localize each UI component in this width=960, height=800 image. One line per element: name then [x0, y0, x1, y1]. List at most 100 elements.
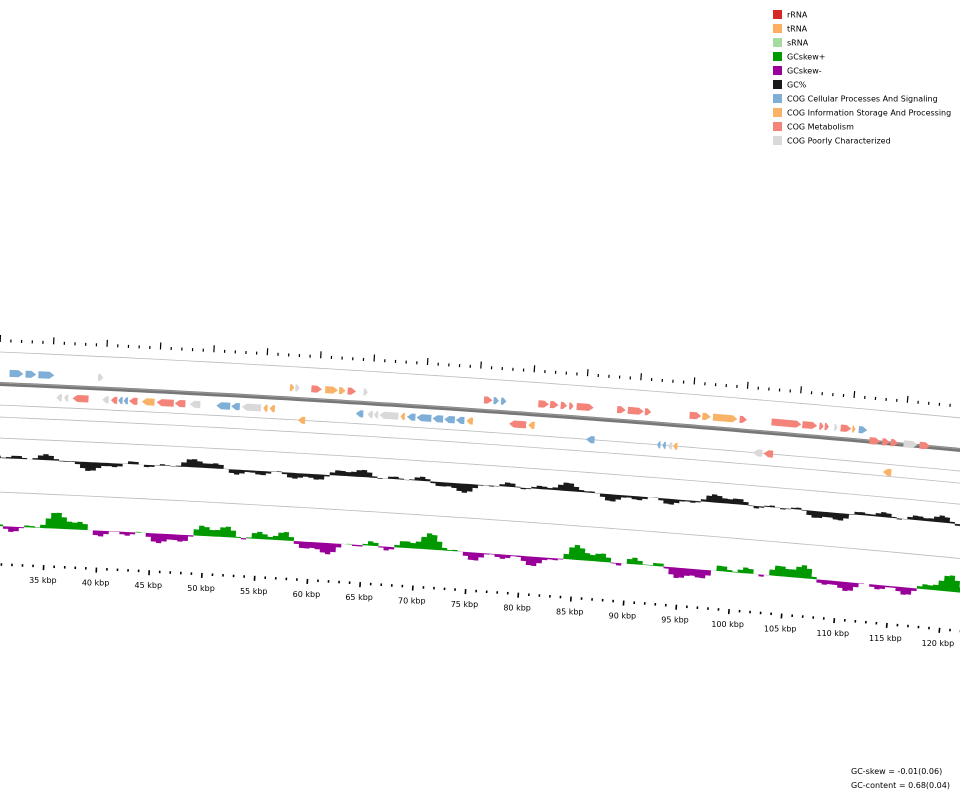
gene-feature: [400, 413, 405, 421]
gene-feature: [406, 413, 416, 421]
guide-circle: [0, 404, 960, 472]
gene-feature: [919, 441, 931, 450]
gene-feature: [72, 395, 89, 403]
gene-feature: [455, 416, 465, 425]
gene-feature: [216, 402, 231, 410]
gene-feature: [739, 415, 747, 423]
gene-feature: [528, 421, 535, 429]
gene-feature: [289, 384, 295, 392]
ruler-label: 55 kbp: [240, 587, 268, 596]
legend-label: COG Cellular Processes And Signaling: [787, 95, 938, 104]
gene-feature: [444, 416, 456, 424]
gene-feature: [549, 401, 559, 409]
ruler-label: 65 kbp: [345, 593, 373, 602]
gene-feature: [771, 418, 802, 428]
gene-feature: [373, 411, 379, 419]
gene-feature: [64, 394, 69, 402]
gene-feature: [903, 440, 918, 448]
gene-feature: [882, 438, 890, 446]
gene-feature: [689, 411, 702, 420]
gene-feature: [538, 400, 549, 408]
legend-label: COG Metabolism: [787, 123, 854, 132]
ruler-label: 105 kbp: [764, 624, 797, 633]
legend-label: GCskew+: [787, 53, 825, 62]
gene-feature: [189, 400, 201, 409]
gene-feature: [347, 387, 357, 395]
gene-feature: [295, 384, 300, 392]
gene-feature: [174, 400, 186, 408]
legend-swatch: [773, 10, 782, 19]
gene-feature: [752, 449, 763, 457]
gene-feature: [466, 417, 474, 425]
gc-content-minus: [0, 458, 960, 528]
outer-ruler-tick: [693, 377, 696, 385]
gene-feature: [483, 396, 493, 404]
gc-skew-minus: [0, 526, 960, 595]
legend-swatch: [773, 24, 782, 33]
gene-feature: [38, 371, 55, 379]
gene-feature: [493, 397, 499, 405]
gene-feature: [263, 404, 268, 412]
gene-feature: [667, 442, 673, 450]
gene-feature: [840, 424, 852, 432]
ruler-label: 35 kbp: [29, 576, 57, 585]
legend-label: COG Poorly Characterized: [787, 137, 891, 146]
ruler-label: 85 kbp: [556, 608, 584, 617]
gene-feature: [9, 369, 24, 378]
legend: rRNA tRNA sRNA GCskew+ GCskew- GC% COG Cellula…: [773, 10, 951, 146]
gene-feature: [129, 397, 138, 405]
gene-feature: [869, 437, 881, 445]
gene-feature: [560, 401, 568, 409]
guide-circle: [0, 437, 960, 505]
legend-swatch: [773, 80, 782, 89]
legend-swatch: [773, 52, 782, 61]
gene-feature: [231, 403, 240, 411]
gene-feature: [627, 406, 644, 415]
ruler-label: 60 kbp: [293, 590, 321, 599]
gene-feature: [852, 425, 856, 433]
legend-label: GCskew-: [787, 67, 822, 76]
ruler-label: 45 kbp: [135, 581, 163, 590]
gene-feature: [712, 413, 738, 423]
gene-feature: [858, 426, 868, 434]
guide-circle: [0, 491, 960, 559]
legend-swatch: [773, 38, 782, 47]
legend-label: rRNA: [787, 11, 808, 20]
gene-feature: [569, 402, 574, 410]
backbone: [0, 382, 960, 452]
gene-feature: [363, 388, 368, 396]
outer-ruler-tick: [800, 386, 802, 394]
legend-label: tRNA: [787, 25, 808, 34]
gene-feature: [432, 415, 444, 423]
legend-swatch: [773, 136, 782, 145]
gene-feature: [355, 410, 364, 418]
gene-feature: [25, 370, 37, 378]
gene-feature: [141, 398, 155, 406]
gene-feature: [156, 399, 174, 407]
gene-feature: [97, 373, 104, 381]
gc-content-stat: GC-content = 0.68(0.04): [851, 781, 950, 790]
gene-feature: [338, 387, 346, 395]
guide-circle: [0, 416, 960, 484]
legend-label: COG Information Storage And Processing: [787, 109, 951, 118]
gene-feature: [802, 421, 818, 429]
ruler-label: 40 kbp: [82, 579, 110, 588]
legend-swatch: [773, 66, 782, 75]
outer-ruler-tick: [906, 395, 909, 403]
outer-ruler-tick: [586, 369, 589, 377]
gene-feature: [56, 394, 62, 402]
gene-feature: [509, 420, 527, 429]
tracks: 35 kbp 40 kbp 45 kbp 50 kbp 55 kbp 60 kbp 65 k…: [0, 335, 960, 648]
backbone-highlight: [0, 382, 960, 450]
outer-ruler-tick: [853, 390, 856, 399]
gene-feature: [673, 442, 678, 450]
gene-feature: [644, 408, 652, 416]
gene-feature: [616, 406, 626, 414]
gene-feature: [367, 411, 374, 419]
gene-feature: [662, 441, 666, 449]
gc-skew-stat: GC-skew = -0.01(0.06): [851, 767, 942, 776]
legend-label: sRNA: [787, 39, 809, 48]
gene-feature: [657, 441, 661, 449]
ruler-label: 95 kbp: [661, 616, 689, 625]
